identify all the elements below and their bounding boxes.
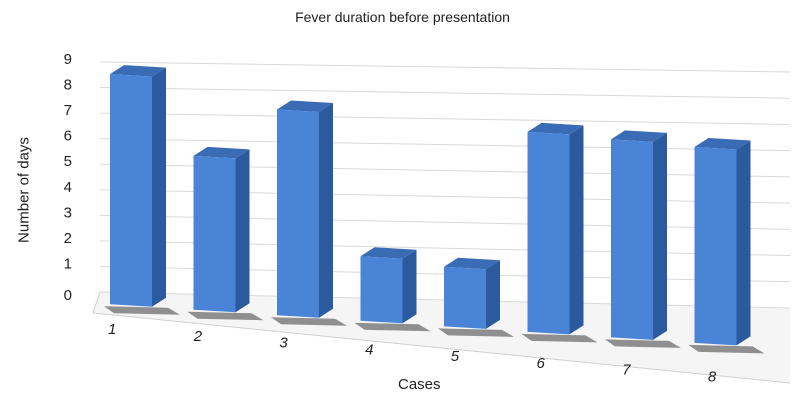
bar-top [611, 130, 667, 142]
chart-title: Fever duration before presentation [295, 9, 510, 25]
bar-shadow [521, 333, 598, 343]
bar [360, 256, 403, 324]
y-tick-label: 5 [64, 153, 72, 170]
gridline [99, 112, 791, 125]
bar-side [653, 132, 667, 340]
bar-shadow [104, 306, 180, 315]
y-tick-label: 7 [64, 102, 72, 119]
y-tick-label: 3 [64, 204, 72, 221]
x-tick-label: 8 [708, 368, 717, 385]
floor-front-edge [92, 312, 791, 384]
bar-shadow [271, 317, 347, 326]
bar-shadow [688, 344, 765, 354]
x-tick-label: 7 [622, 362, 631, 379]
bar-side [736, 140, 751, 346]
bar [694, 146, 737, 346]
bar-side [402, 249, 417, 324]
bar [110, 74, 152, 307]
bar-side [152, 67, 166, 307]
y-tick-label: 1 [64, 255, 72, 272]
floor-left-edge [92, 291, 101, 314]
bar-top [110, 65, 166, 77]
x-tick-label: 2 [193, 328, 203, 345]
bar-side [235, 149, 250, 313]
bar-top [444, 257, 500, 270]
bar [277, 109, 319, 318]
bar-top [360, 247, 417, 259]
bar-side [569, 125, 584, 335]
x-tick-label: 1 [108, 321, 116, 338]
x-tick-label: 3 [279, 335, 288, 352]
bar-top [694, 137, 751, 150]
x-tick-label: 4 [365, 341, 373, 358]
bar-shadow [187, 311, 264, 321]
y-tick-label: 8 [64, 77, 72, 94]
bar-side [319, 102, 333, 318]
bar [611, 139, 653, 340]
bar-top [527, 122, 584, 135]
x-axis-label: Cases [398, 376, 441, 393]
bar [444, 266, 486, 329]
bar-shadow [605, 339, 681, 348]
y-tick-label: 9 [64, 51, 72, 68]
x-tick-label: 5 [451, 348, 460, 365]
bar [193, 155, 236, 313]
bar [527, 131, 570, 335]
gridline [99, 87, 791, 99]
bar-top [277, 100, 333, 112]
bar-shadow [438, 328, 514, 337]
gridline [99, 138, 791, 152]
y-tick-label: 6 [64, 128, 72, 145]
y-tick-label: 0 [64, 287, 72, 304]
y-tick-label: 2 [64, 230, 72, 247]
bar-shadow [354, 322, 431, 332]
y-tick-label: 4 [64, 179, 72, 196]
bar-top [193, 146, 250, 159]
x-tick-label: 6 [537, 355, 546, 372]
gridline [99, 61, 791, 73]
bar-side [486, 260, 500, 329]
